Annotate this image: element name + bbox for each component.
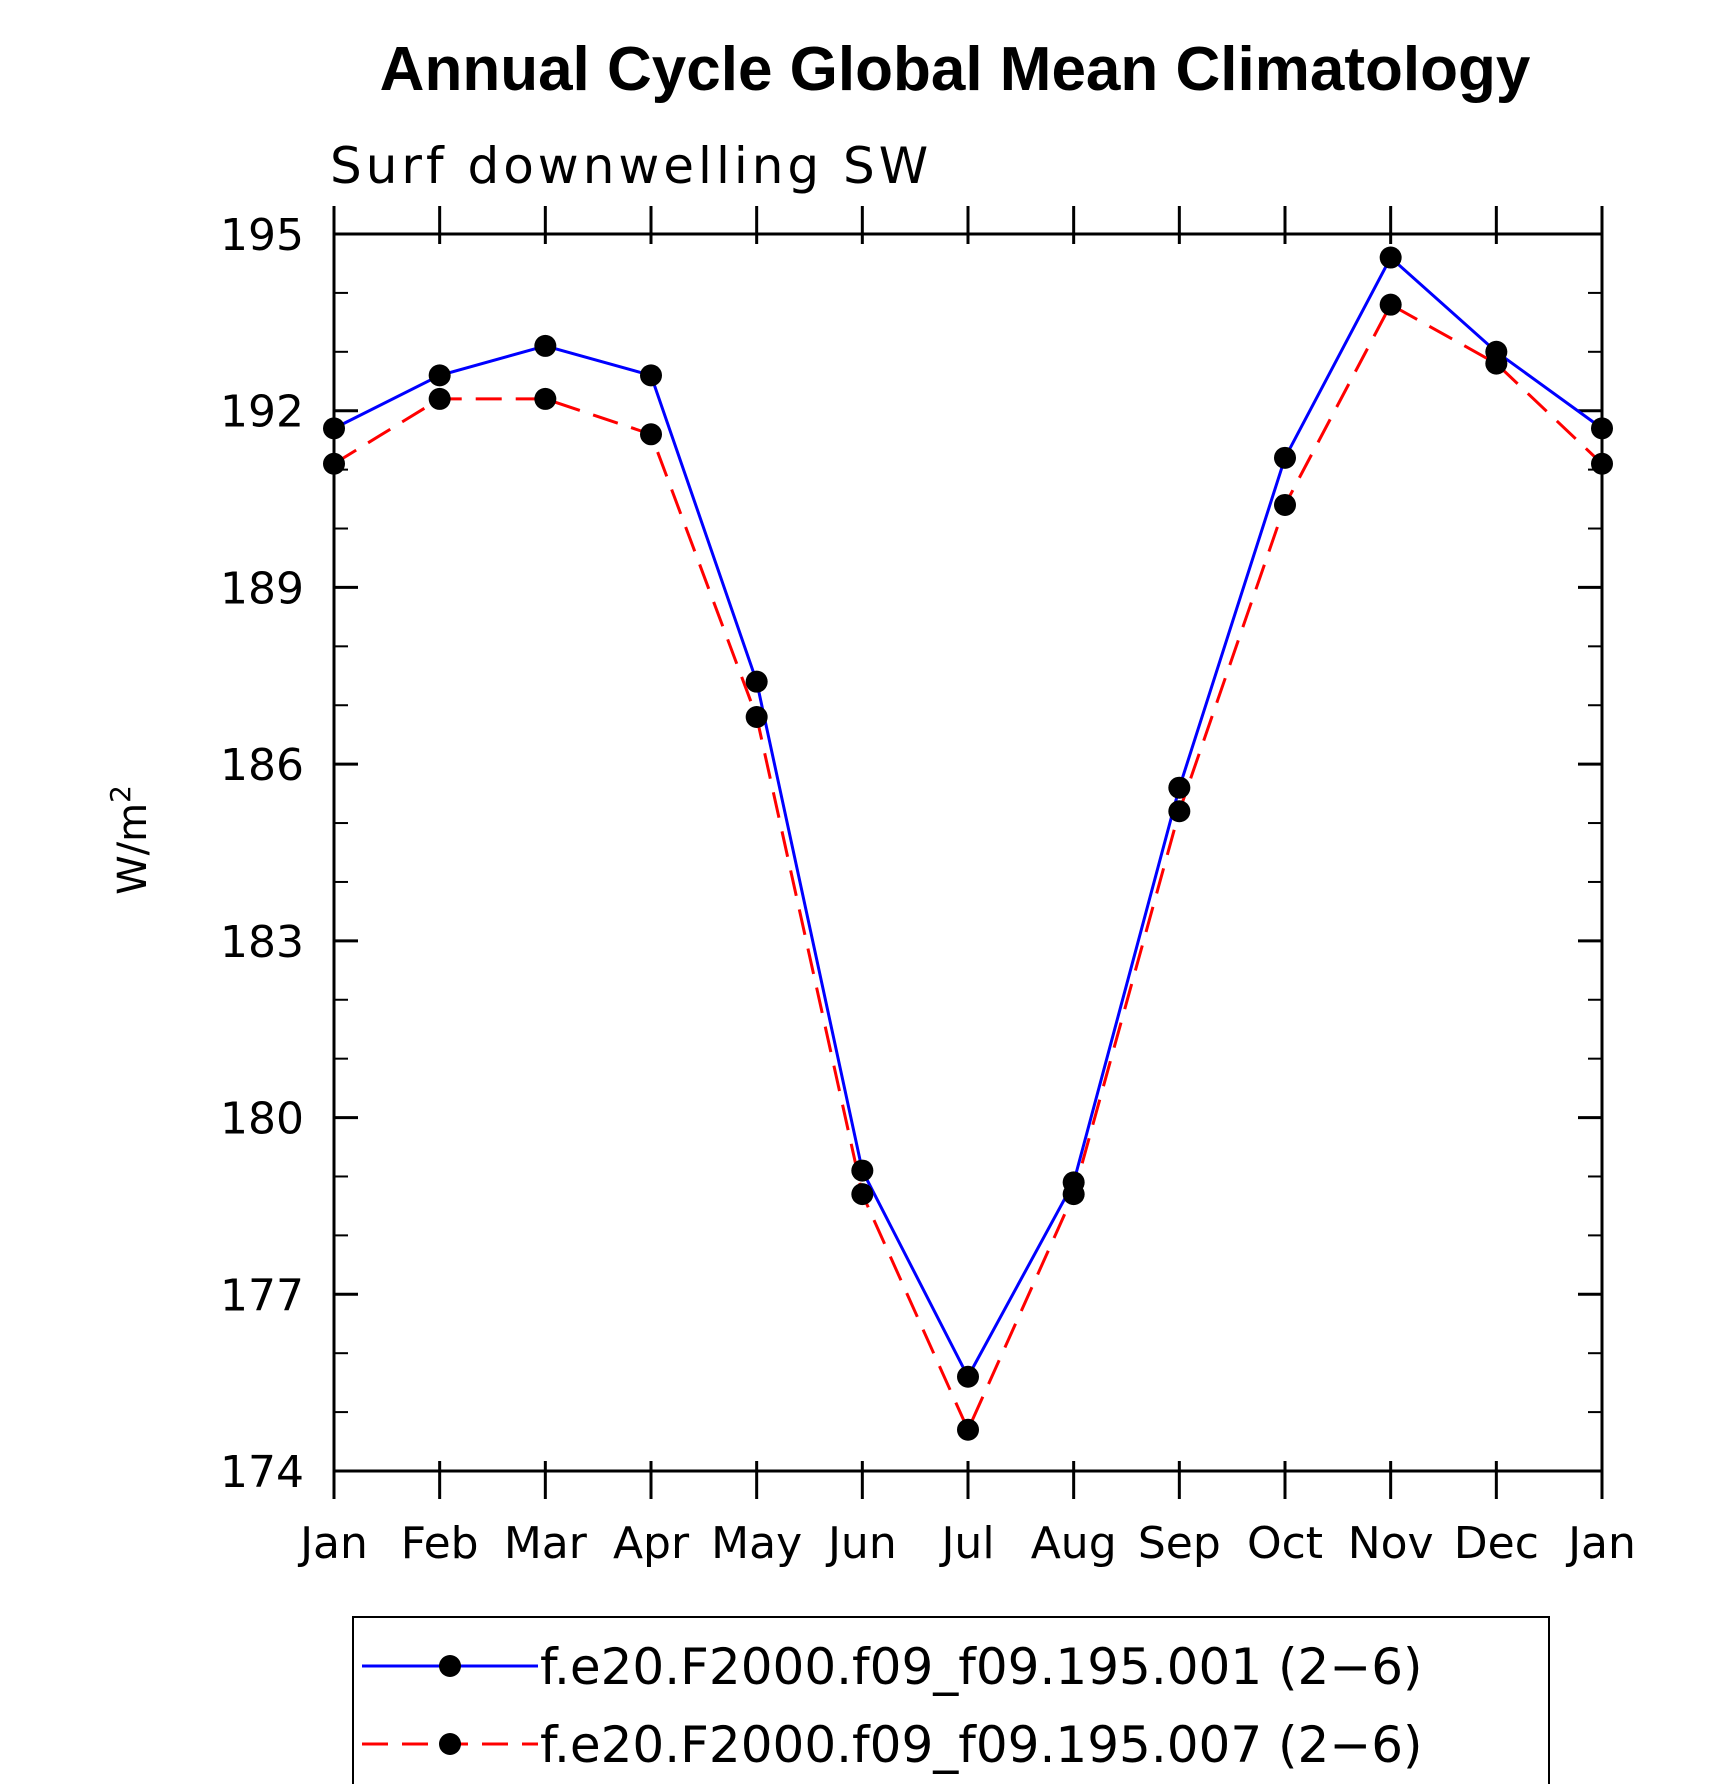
- y-tick-label: 186: [220, 740, 304, 791]
- series-1-point: [428, 364, 451, 387]
- series-line-1: [333, 255, 1603, 1380]
- series-1-point: [1591, 417, 1613, 440]
- legend-label-2: f.e20.F2000.f09_f09.195.007 (2−6): [540, 1716, 1423, 1774]
- series-1-point: [640, 364, 662, 387]
- series-line-2: [333, 302, 1604, 1434]
- series-2-point: [1485, 352, 1508, 375]
- chart-title: Annual Cycle Global Mean Climatology: [380, 35, 1531, 104]
- series-1-point: [534, 334, 557, 357]
- series-2-point: [1168, 800, 1191, 823]
- y-axis-ticks: 195 192 189 186 183 180 177 174: [220, 210, 1602, 1498]
- series-layer: [323, 246, 1613, 1441]
- x-tick-label: Dec: [1454, 1518, 1539, 1569]
- series-1-point: [745, 670, 768, 693]
- x-tick-label: Jan: [297, 1518, 368, 1569]
- series-1-point: [323, 417, 345, 440]
- legend-label-1: f.e20.F2000.f09_f09.195.001 (2−6): [540, 1638, 1423, 1696]
- x-tick-label: Feb: [401, 1518, 479, 1569]
- series-2-point: [745, 706, 768, 729]
- series-2-point: [640, 423, 662, 446]
- y-axis-label-superscript: 2: [104, 785, 137, 803]
- series-1-point: [1168, 776, 1191, 799]
- y-tick-label: 195: [220, 210, 304, 261]
- y-axis-label-text: W/m: [110, 803, 156, 895]
- series-2-point: [1062, 1183, 1085, 1206]
- x-tick-label: Nov: [1348, 1518, 1434, 1569]
- legend-marker-2: [439, 1733, 461, 1755]
- x-tick-label: Jul: [938, 1518, 994, 1569]
- legend-items: f.e20.F2000.f09_f09.195.001 (2−6) f.e20.F…: [362, 1638, 1423, 1774]
- y-tick-label: 177: [220, 1270, 304, 1321]
- series-2-point: [851, 1183, 874, 1206]
- legend: f.e20.F2000.f09_f09.195.001 (2−6) f.e20.F…: [352, 1616, 1550, 1784]
- x-tick-label: May: [711, 1518, 802, 1569]
- series-1-point: [1274, 446, 1296, 469]
- chart-subtitle: Surf downwelling SW: [330, 137, 932, 195]
- series-2-point: [1379, 293, 1402, 316]
- x-tick-label: Aug: [1031, 1518, 1117, 1569]
- legend-marker-1: [439, 1655, 461, 1677]
- x-tick-label: Oct: [1247, 1518, 1323, 1569]
- x-axis-ticks: Jan Feb Mar Apr May Jun Jul Aug Sep Oct Nov Dec Jan: [297, 206, 1636, 1569]
- series-1-point: [957, 1365, 979, 1388]
- plot-frame: [332, 232, 1604, 1473]
- y-tick-label: 189: [220, 563, 304, 614]
- series-2-point: [1591, 452, 1613, 475]
- series-2-point: [1274, 493, 1296, 516]
- series-2-point: [428, 387, 451, 410]
- x-tick-label: Jun: [825, 1518, 897, 1569]
- y-tick-label: 180: [220, 1094, 304, 1145]
- y-axis-label: W/m2: [104, 785, 156, 895]
- legend-box: [352, 1616, 1550, 1784]
- x-tick-label: Apr: [613, 1518, 690, 1569]
- x-tick-label: Jan: [1565, 1518, 1636, 1569]
- y-tick-label: 192: [220, 387, 304, 438]
- series-1-point: [1379, 246, 1402, 269]
- x-tick-label: Sep: [1138, 1518, 1221, 1569]
- series-2-point: [323, 452, 345, 475]
- x-tick-label: Mar: [504, 1518, 588, 1569]
- y-tick-label: 174: [220, 1447, 304, 1498]
- y-tick-label: 183: [220, 917, 304, 968]
- series-2-point: [957, 1418, 979, 1441]
- series-2-point: [534, 387, 557, 410]
- series-1-point: [851, 1159, 874, 1182]
